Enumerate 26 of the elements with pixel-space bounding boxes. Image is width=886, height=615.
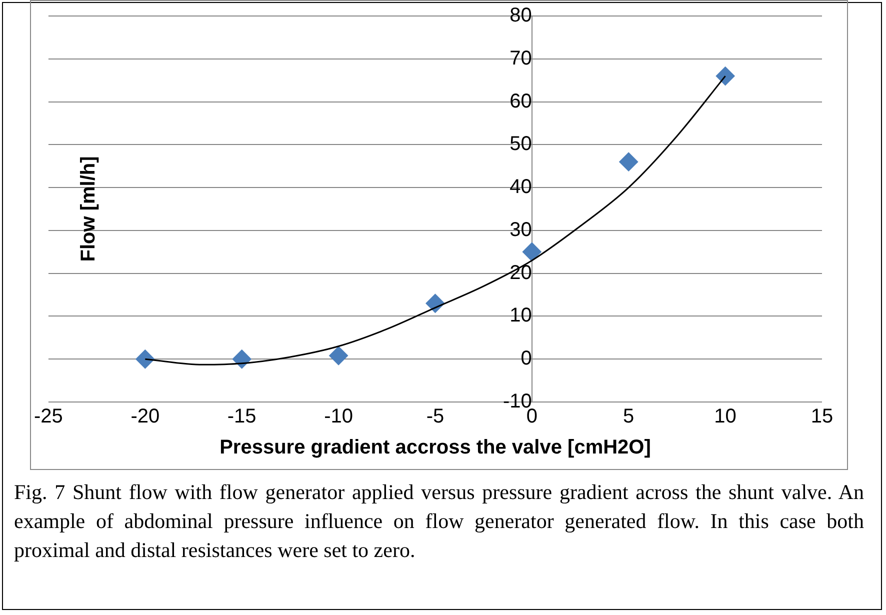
y-tick-label: 20 (510, 262, 532, 284)
y-tick-label: 30 (510, 218, 532, 241)
x-tick-label: -25 (34, 406, 63, 428)
point (619, 152, 638, 172)
x-tick-label: -15 (227, 406, 256, 428)
x-tick-label: -20 (130, 406, 160, 428)
x-axis-title: Pressure gradient accross the valve [cmH2O] (220, 436, 651, 459)
y-tick-label: 10 (510, 304, 532, 327)
x-tick-label: 10 (714, 406, 736, 428)
x-tick-label: 15 (810, 406, 834, 428)
y-tick-label: 40 (510, 176, 532, 198)
x-tick-label: -5 (426, 406, 444, 428)
y-tick-label: 0 (520, 348, 532, 370)
x-tick-label: 5 (623, 406, 634, 428)
y-tick-label: 80 (510, 4, 532, 27)
point (522, 242, 542, 262)
point (716, 66, 735, 86)
y-axis-title: Flow [ml/h] (78, 156, 100, 262)
x-tick-label: -10 (324, 406, 353, 428)
y-tick-label: 70 (510, 47, 532, 70)
point (232, 350, 252, 369)
point (329, 346, 348, 366)
y-tick-label: 60 (510, 90, 532, 112)
point (136, 350, 155, 369)
y-tick-label: 50 (510, 133, 532, 156)
caption: Fig. 7 Shunt flow with flow generator applied versus pressure gradient across the shunt valve. An example of abdominal pressure influence on flow generator generated flow. In this case both proximal and distal resistances were set to zero. (14, 479, 864, 564)
